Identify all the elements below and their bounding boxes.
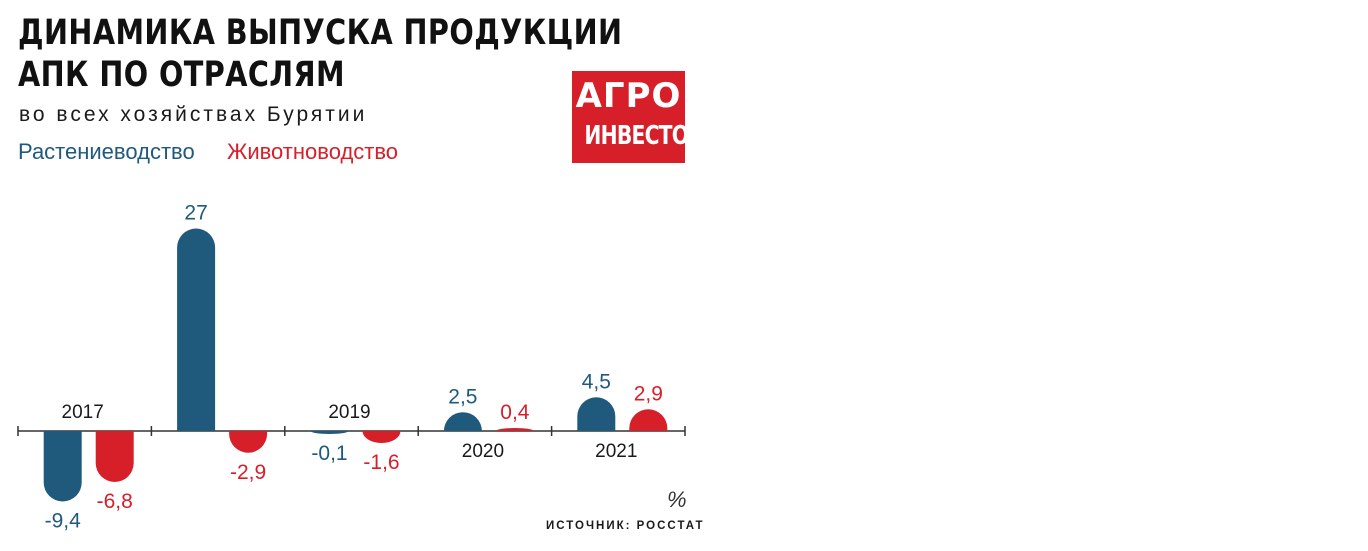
bar-crop (310, 431, 349, 434)
bar-livestock (629, 409, 668, 431)
data-label: -2,9 (230, 461, 266, 484)
legend-item-crop: Растениеводство (18, 139, 195, 164)
bar-crop (43, 431, 82, 502)
data-label: 0,4 (500, 401, 530, 424)
logo-line-1: АГРО (575, 76, 682, 116)
bar-chart: -9,4 -6,8 2017 27 -2,9 -0,1 -1,6 2019 2,5 0,4 2020… (17, 202, 686, 533)
chart-title-line-2: АПК ПО ОТРАСЛЯМ (18, 55, 346, 95)
unit-label: % (667, 487, 687, 512)
data-label: 2,9 (634, 382, 663, 405)
data-label: -6,8 (97, 490, 133, 513)
agroinvestor-logo: АГРО ИНВЕСТОР (572, 71, 685, 163)
data-label: -9,4 (45, 510, 82, 533)
bar-livestock (495, 428, 534, 431)
data-label: -0,1 (311, 442, 347, 465)
bar-livestock (95, 431, 134, 482)
data-label: 4,5 (582, 370, 611, 393)
bar-crop (443, 412, 482, 431)
logo-line-2: ИНВЕСТОР (584, 121, 685, 151)
x-tick-label: 2019 (328, 402, 370, 423)
bar-livestock (229, 431, 268, 453)
chart-subtitle: во всех хозяйствах Бурятии (19, 103, 368, 126)
data-label: 2,5 (448, 385, 477, 408)
x-tick-label: 2017 (62, 402, 104, 423)
chart-title-line-1: ДИНАМИКА ВЫПУСКА ПРОДУКЦИИ (18, 13, 623, 53)
bar-livestock (362, 431, 401, 443)
x-tick-label: 2020 (462, 441, 504, 462)
legend-item-livestock: Животноводство (227, 139, 399, 164)
source-note: ИСТОЧНИК: РОССТАТ (546, 520, 705, 532)
bar-crop (577, 397, 616, 431)
bar-crop (177, 228, 216, 431)
data-label: 27 (184, 202, 207, 225)
x-tick-label: 2021 (595, 441, 637, 462)
data-label: -1,6 (363, 451, 399, 474)
